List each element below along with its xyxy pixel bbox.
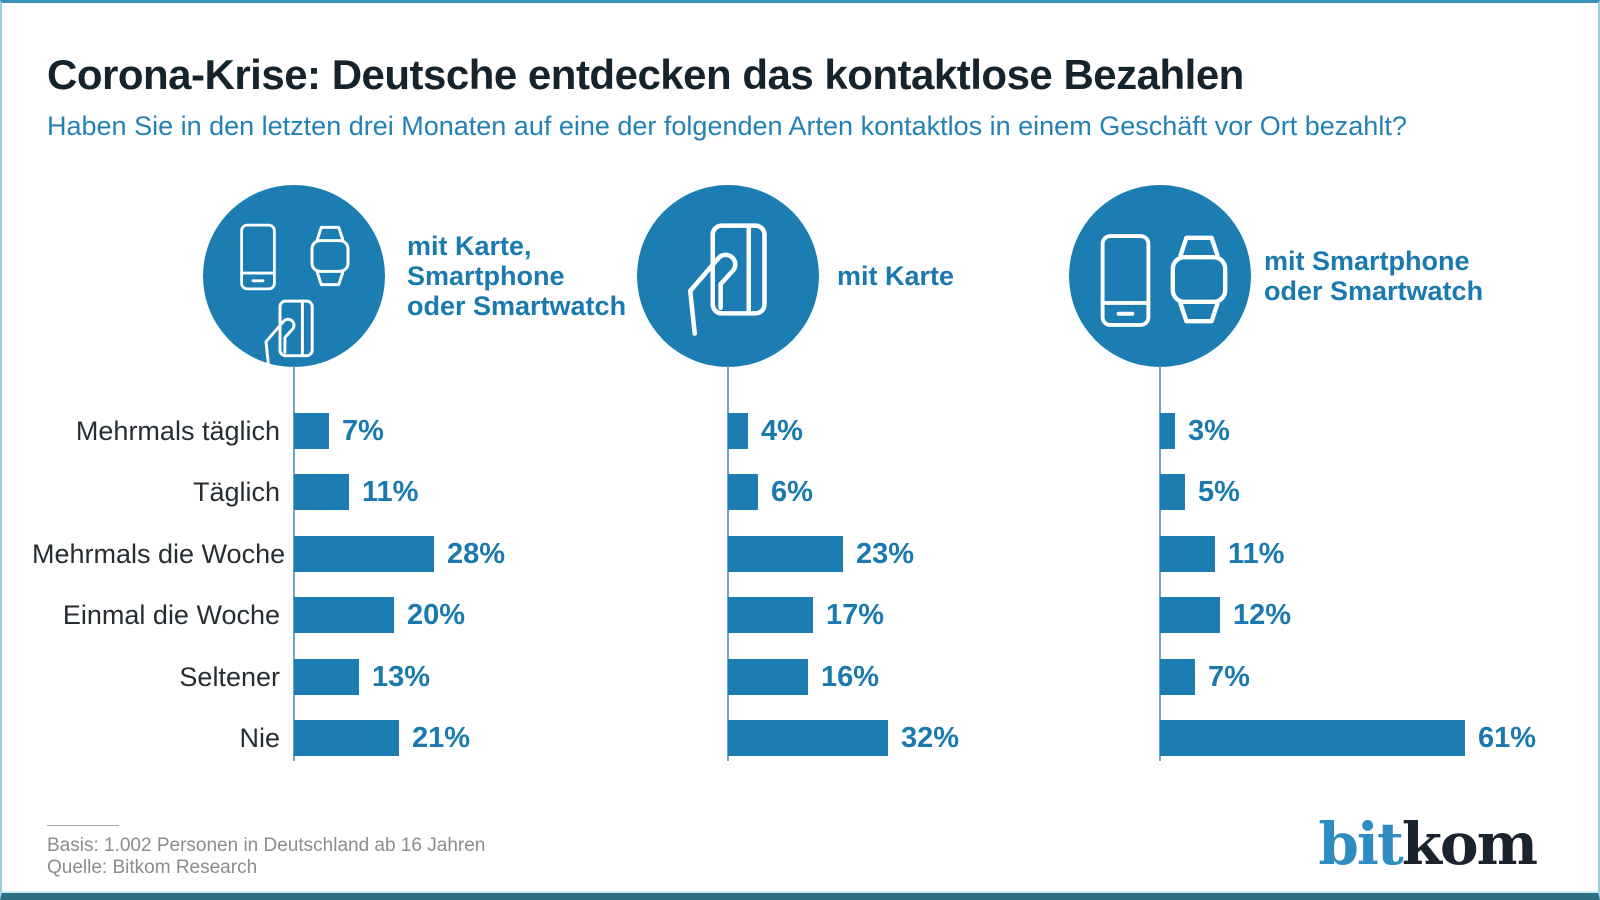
bar xyxy=(728,597,813,634)
hand-card-icon xyxy=(264,299,314,367)
smartphone-icon xyxy=(240,223,276,291)
bar xyxy=(1160,720,1465,756)
panel-2-icon-circle xyxy=(637,185,819,367)
bar xyxy=(1160,597,1220,634)
value-label: 12% xyxy=(1233,599,1292,632)
value-label: 23% xyxy=(856,537,915,570)
value-label: 17% xyxy=(826,599,885,632)
smartphone-icon xyxy=(1100,234,1151,327)
bitkom-logo: bitkom xyxy=(1318,815,1538,873)
bar xyxy=(728,658,808,695)
bar xyxy=(728,413,748,449)
value-label: 3% xyxy=(1188,415,1230,447)
value-label: 13% xyxy=(372,660,431,693)
value-label: 6% xyxy=(771,476,813,509)
footer-basis: Basis: 1.002 Personen in Deutschland ab … xyxy=(47,835,486,856)
value-label: 32% xyxy=(901,722,960,754)
bar xyxy=(728,720,888,756)
bar xyxy=(294,474,349,511)
bar xyxy=(728,535,843,572)
value-label: 4% xyxy=(761,415,803,447)
bar xyxy=(294,535,434,572)
category-label: Nie xyxy=(239,723,280,753)
bar xyxy=(1160,658,1195,695)
logo-part-bit: bit xyxy=(1318,810,1403,878)
panel-2-label: mit Karte xyxy=(837,261,955,291)
bottom-accent-line xyxy=(2,891,1598,893)
bar xyxy=(1160,474,1185,511)
value-label: 7% xyxy=(342,415,384,447)
panel-3-label: mit Smartphone oder Smartwatch xyxy=(1264,246,1484,306)
value-label: 11% xyxy=(1228,537,1285,570)
value-label: 11% xyxy=(362,476,419,509)
bar xyxy=(294,413,329,449)
smartwatch-icon xyxy=(1170,235,1228,324)
logo-part-kom: kom xyxy=(1401,810,1538,878)
value-label: 7% xyxy=(1208,660,1250,693)
page-title: Corona-Krise: Deutsche entdecken das kon… xyxy=(47,51,1244,98)
footer-quelle: Quelle: Bitkom Research xyxy=(47,857,258,878)
bar xyxy=(294,720,399,756)
page-subtitle: Haben Sie in den letzten drei Monaten au… xyxy=(47,111,1407,141)
value-label: 28% xyxy=(447,537,506,570)
bar xyxy=(728,474,758,511)
panel-1-icon-circle xyxy=(203,185,385,367)
bar xyxy=(1160,535,1215,572)
category-label: Mehrmals täglich xyxy=(75,416,280,446)
category-label: Mehrmals die Woche xyxy=(32,538,286,569)
bar xyxy=(294,658,359,695)
smartwatch-icon xyxy=(310,225,350,287)
bar xyxy=(294,597,394,634)
category-label: Täglich xyxy=(192,477,280,508)
footer-divider xyxy=(47,825,119,826)
category-label: Einmal die Woche xyxy=(62,600,280,631)
value-label: 20% xyxy=(407,599,466,632)
category-label: Seltener xyxy=(179,661,280,692)
value-label: 5% xyxy=(1198,476,1240,509)
hand-card-icon xyxy=(688,223,767,336)
panel-1-label: mit Karte, Smartphone oder Smartwatch xyxy=(407,231,627,321)
panel-3-icon-circle xyxy=(1069,185,1251,367)
bar xyxy=(1160,413,1175,449)
value-label: 21% xyxy=(412,722,471,754)
value-label: 16% xyxy=(821,660,880,693)
value-label: 61% xyxy=(1478,722,1537,754)
